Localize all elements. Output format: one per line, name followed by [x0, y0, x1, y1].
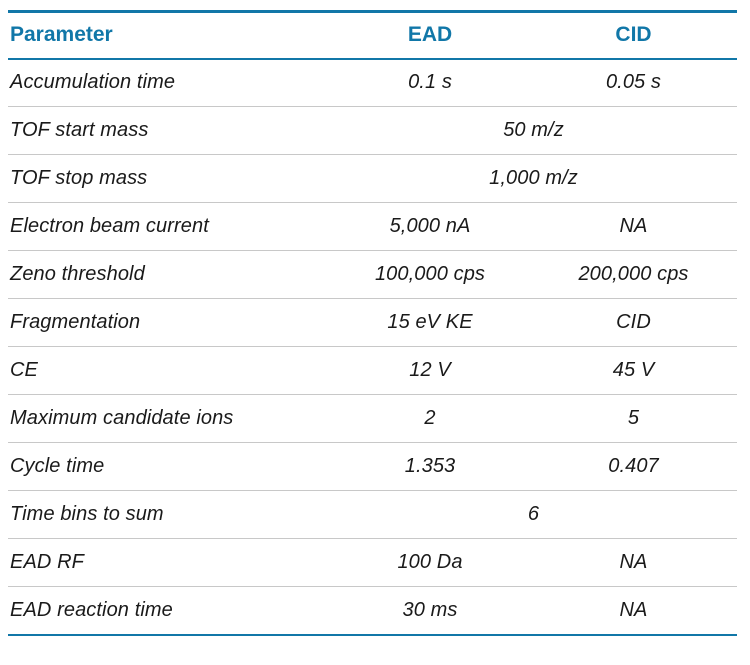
ead-value: 15 eV KE — [330, 299, 530, 347]
parameter-name: Accumulation time — [8, 59, 330, 107]
table-row-time-bins-to-sum: Time bins to sum 6 — [8, 491, 737, 539]
column-header-ead: EAD — [330, 12, 530, 59]
cid-value: NA — [530, 539, 737, 587]
table-row-tof-start-mass: TOF start mass 50 m/z — [8, 107, 737, 155]
parameter-name: Electron beam current — [8, 203, 330, 251]
ead-value: 100 Da — [330, 539, 530, 587]
ead-value: 100,000 cps — [330, 251, 530, 299]
parameter-name: Maximum candidate ions — [8, 395, 330, 443]
cid-value: CID — [530, 299, 737, 347]
cid-value: NA — [530, 203, 737, 251]
cid-value: 0.407 — [530, 443, 737, 491]
table-row-tof-stop-mass: TOF stop mass 1,000 m/z — [8, 155, 737, 203]
shared-value: 1,000 m/z — [330, 155, 737, 203]
parameter-name: Zeno threshold — [8, 251, 330, 299]
parameter-name: EAD RF — [8, 539, 330, 587]
table-row-ce: CE 12 V 45 V — [8, 347, 737, 395]
method-parameters-table: Parameter EAD CID Accumulation time 0.1 … — [8, 10, 737, 636]
table-row-ead-reaction-time: EAD reaction time 30 ms NA — [8, 587, 737, 635]
column-header-cid: CID — [530, 12, 737, 59]
parameter-name: Cycle time — [8, 443, 330, 491]
cid-value: 5 — [530, 395, 737, 443]
column-header-parameter: Parameter — [8, 12, 330, 59]
ead-value: 12 V — [330, 347, 530, 395]
parameter-name: CE — [8, 347, 330, 395]
table-row-zeno-threshold: Zeno threshold 100,000 cps 200,000 cps — [8, 251, 737, 299]
table-row-electron-beam-current: Electron beam current 5,000 nA NA — [8, 203, 737, 251]
table-row-maximum-candidate-ions: Maximum candidate ions 2 5 — [8, 395, 737, 443]
parameter-name: EAD reaction time — [8, 587, 330, 635]
table-row-accumulation-time: Accumulation time 0.1 s 0.05 s — [8, 59, 737, 107]
ead-value: 2 — [330, 395, 530, 443]
cid-value: 45 V — [530, 347, 737, 395]
cid-value: 0.05 s — [530, 59, 737, 107]
table-row-fragmentation: Fragmentation 15 eV KE CID — [8, 299, 737, 347]
table-row-ead-rf: EAD RF 100 Da NA — [8, 539, 737, 587]
ead-value: 30 ms — [330, 587, 530, 635]
parameter-name: Time bins to sum — [8, 491, 330, 539]
ead-value: 1.353 — [330, 443, 530, 491]
parameter-name: TOF stop mass — [8, 155, 330, 203]
shared-value: 6 — [330, 491, 737, 539]
ead-value: 5,000 nA — [330, 203, 530, 251]
page: Parameter EAD CID Accumulation time 0.1 … — [0, 0, 750, 636]
cid-value: 200,000 cps — [530, 251, 737, 299]
parameter-name: Fragmentation — [8, 299, 330, 347]
cid-value: NA — [530, 587, 737, 635]
ead-value: 0.1 s — [330, 59, 530, 107]
parameter-name: TOF start mass — [8, 107, 330, 155]
shared-value: 50 m/z — [330, 107, 737, 155]
table-row-cycle-time: Cycle time 1.353 0.407 — [8, 443, 737, 491]
header-row: Parameter EAD CID — [8, 12, 737, 59]
